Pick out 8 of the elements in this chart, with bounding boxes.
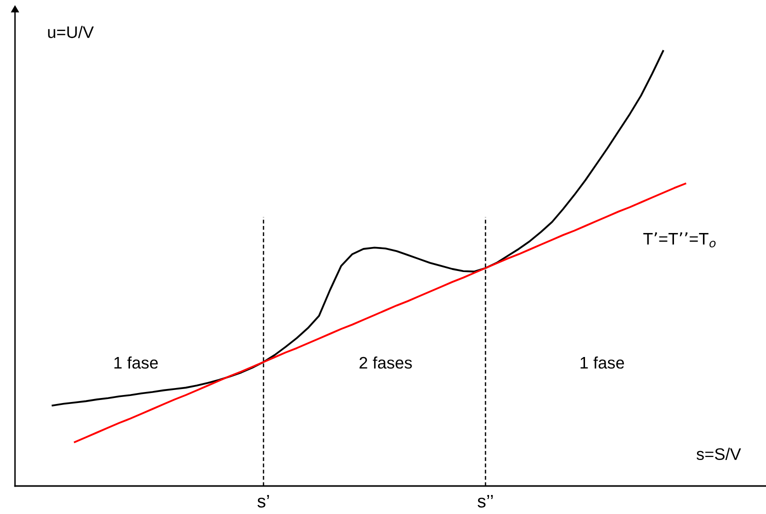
x-tick-label: s’ xyxy=(257,494,269,508)
annotation: 1 fase xyxy=(580,356,624,369)
x-axis-title: s=S/V xyxy=(696,448,741,460)
y-axis-title: u=U/V xyxy=(48,26,94,38)
x-tick-label: s’’ xyxy=(478,494,493,508)
series-label: T’=T’’=T$_{o}$ xyxy=(643,232,716,248)
annotation: 1 fase xyxy=(114,356,158,369)
annotation: 2 fases xyxy=(360,356,412,369)
